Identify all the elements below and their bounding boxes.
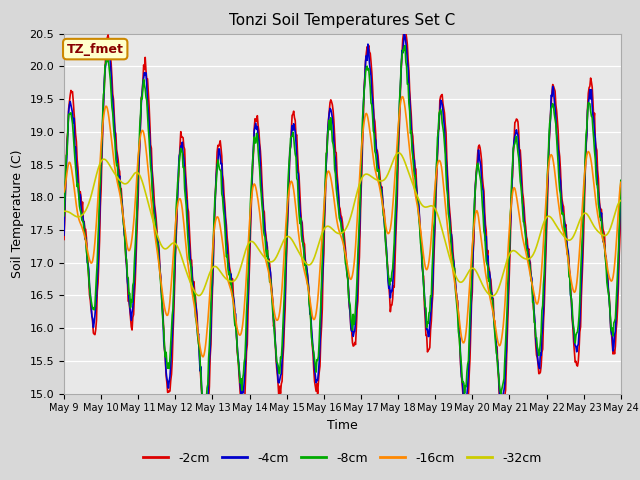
-2cm — [445, 186, 452, 192]
-4cm — [568, 296, 575, 301]
-4cm — [182, 197, 190, 203]
-4cm — [617, 192, 625, 198]
-4cm — [335, 195, 342, 201]
-8cm — [568, 296, 575, 301]
Y-axis label: Soil Temperature (C): Soil Temperature (C) — [11, 149, 24, 278]
-32cm — [182, 268, 190, 274]
-8cm — [617, 178, 625, 183]
Text: TZ_fmet: TZ_fmet — [67, 43, 124, 56]
-2cm — [182, 180, 190, 186]
-8cm — [201, 404, 209, 410]
-16cm — [182, 246, 190, 252]
-32cm — [334, 230, 342, 236]
-16cm — [399, 94, 406, 99]
-2cm — [389, 296, 397, 302]
-8cm — [60, 213, 68, 219]
-2cm — [401, 28, 408, 34]
-4cm — [389, 281, 397, 287]
Line: -4cm: -4cm — [64, 33, 621, 422]
-32cm — [206, 269, 214, 275]
Legend: -2cm, -4cm, -8cm, -16cm, -32cm: -2cm, -4cm, -8cm, -16cm, -32cm — [138, 447, 547, 469]
-32cm — [568, 236, 575, 242]
-4cm — [202, 419, 209, 425]
-2cm — [335, 190, 342, 196]
-8cm — [207, 300, 215, 306]
Line: -8cm: -8cm — [64, 46, 621, 407]
-16cm — [200, 354, 207, 360]
X-axis label: Time: Time — [327, 419, 358, 432]
-32cm — [388, 161, 396, 167]
Title: Tonzi Soil Temperatures Set C: Tonzi Soil Temperatures Set C — [229, 13, 456, 28]
-2cm — [207, 342, 215, 348]
-8cm — [335, 206, 342, 212]
-2cm — [617, 204, 625, 209]
-16cm — [207, 273, 215, 278]
-2cm — [568, 297, 575, 303]
-32cm — [488, 293, 496, 299]
-32cm — [444, 247, 451, 253]
-8cm — [389, 266, 397, 272]
-32cm — [60, 208, 68, 214]
-16cm — [389, 204, 397, 210]
-4cm — [445, 200, 452, 206]
-4cm — [60, 232, 68, 238]
Line: -16cm: -16cm — [64, 96, 621, 357]
-8cm — [182, 203, 190, 209]
-32cm — [617, 198, 625, 204]
Line: -32cm: -32cm — [64, 153, 621, 296]
-16cm — [445, 232, 452, 238]
-2cm — [60, 237, 68, 242]
-16cm — [335, 226, 342, 232]
-2cm — [202, 437, 209, 443]
-32cm — [395, 150, 403, 156]
-16cm — [617, 180, 625, 185]
-8cm — [401, 43, 409, 48]
Line: -2cm: -2cm — [64, 31, 621, 440]
-4cm — [401, 30, 408, 36]
-16cm — [60, 189, 68, 195]
-8cm — [445, 211, 452, 216]
-4cm — [207, 325, 215, 331]
-16cm — [568, 279, 575, 285]
